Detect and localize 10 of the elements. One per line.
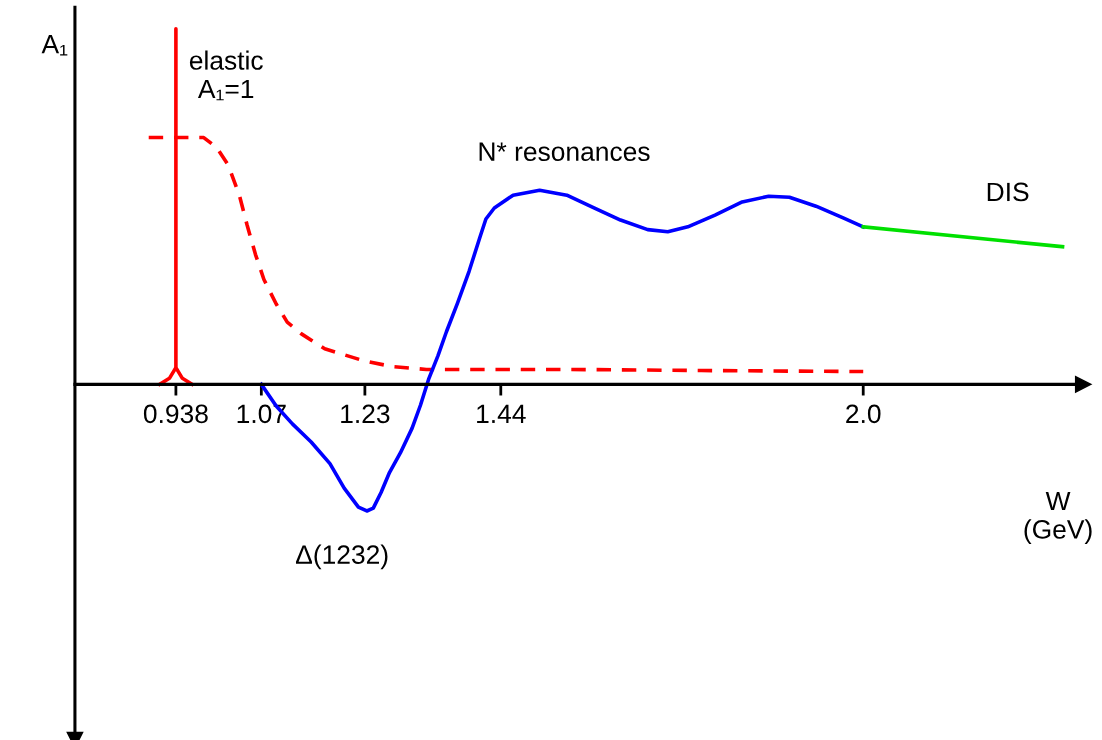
x-tick-label: 2.0 — [846, 404, 881, 424]
x-axis-title: W (GeV) — [1024, 491, 1092, 544]
x-tick-label: 0.938 — [143, 404, 208, 424]
x-tick-label: 1.23 — [341, 404, 390, 424]
annotation: DIS — [987, 182, 1029, 202]
annotation: elastic A₁=1 — [189, 50, 263, 101]
annotation: N* resonances — [479, 142, 650, 161]
y-axis-title: A₁ — [41, 35, 68, 56]
text: Δ(1232) — [295, 544, 388, 570]
x-tick-label: 1.44 — [477, 404, 526, 423]
